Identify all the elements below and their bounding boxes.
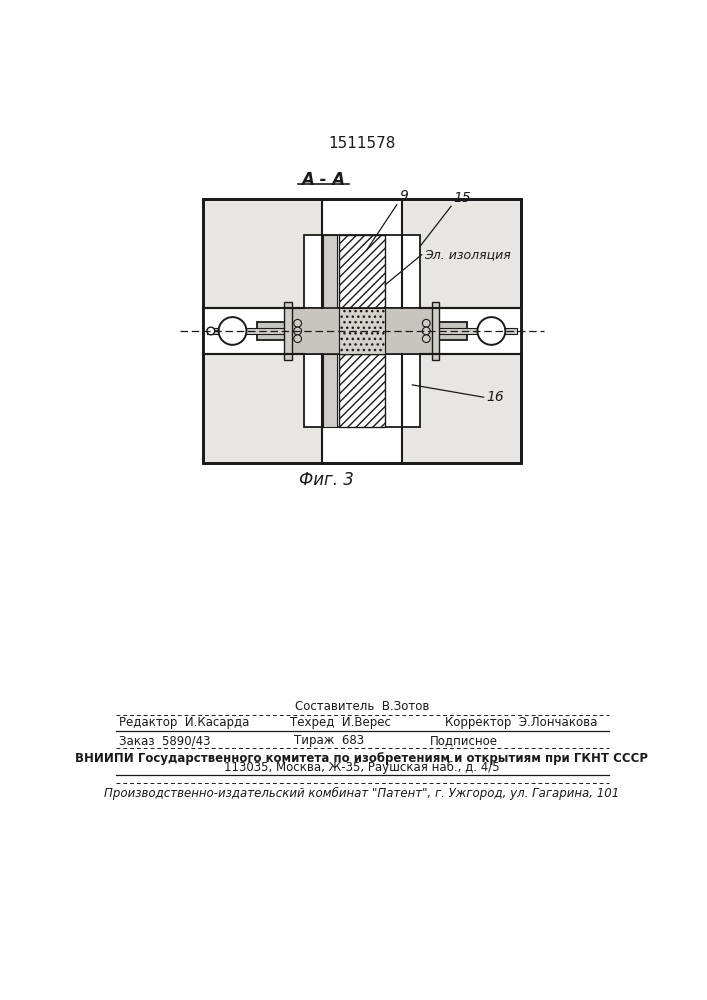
Text: Тираж  683: Тираж 683 xyxy=(293,734,364,747)
Bar xyxy=(322,199,402,285)
Text: Производственно-издательский комбинат "Патент", г. Ужгород, ул. Гагарина, 101: Производственно-издательский комбинат "П… xyxy=(105,786,619,800)
Bar xyxy=(203,199,521,463)
Bar xyxy=(203,308,304,354)
Text: Составитель  В.Зотов: Составитель В.Зотов xyxy=(295,700,429,713)
Text: Редактор  И.Касарда: Редактор И.Касарда xyxy=(119,716,250,729)
Bar xyxy=(304,235,420,308)
Circle shape xyxy=(218,317,247,345)
Bar xyxy=(323,354,337,427)
Bar xyxy=(304,354,420,427)
Bar xyxy=(420,328,517,334)
Bar xyxy=(339,235,385,308)
Text: 16: 16 xyxy=(486,390,503,404)
Bar xyxy=(339,354,385,427)
Bar xyxy=(288,308,436,354)
Circle shape xyxy=(207,327,215,335)
Bar xyxy=(420,308,521,354)
Text: 1511578: 1511578 xyxy=(328,136,396,151)
Text: Подписное: Подписное xyxy=(429,734,498,747)
Circle shape xyxy=(422,319,430,327)
Text: Корректор  Э.Лончакова: Корректор Э.Лончакова xyxy=(445,716,597,729)
Bar xyxy=(203,308,304,354)
Bar xyxy=(339,308,385,354)
Circle shape xyxy=(422,335,430,343)
Text: Эл. изоляция: Эл. изоляция xyxy=(424,248,510,261)
Circle shape xyxy=(293,319,301,327)
Circle shape xyxy=(293,327,301,335)
Bar xyxy=(284,302,292,360)
Bar xyxy=(322,377,402,463)
Circle shape xyxy=(293,335,301,343)
Text: Фиг. 3: Фиг. 3 xyxy=(299,471,354,489)
Bar xyxy=(203,199,521,463)
Circle shape xyxy=(422,327,430,335)
Bar xyxy=(432,302,440,360)
Bar xyxy=(323,235,337,308)
Bar xyxy=(339,308,385,354)
Text: Техред  И.Верес: Техред И.Верес xyxy=(290,716,391,729)
Bar xyxy=(207,328,304,334)
Text: 15: 15 xyxy=(453,191,471,205)
Text: А - А: А - А xyxy=(301,171,345,189)
Text: Заказ  5890/43: Заказ 5890/43 xyxy=(119,734,211,747)
Text: 9: 9 xyxy=(399,189,408,203)
Bar xyxy=(203,199,521,463)
Text: 113035, Москва, Ж-35, Раушская наб., д. 4/5: 113035, Москва, Ж-35, Раушская наб., д. … xyxy=(224,761,500,774)
Text: ВНИИПИ Государственного комитета по изобретениям и открытиям при ГКНТ СССР: ВНИИПИ Государственного комитета по изоб… xyxy=(76,752,648,765)
Bar xyxy=(420,308,521,354)
Circle shape xyxy=(477,317,506,345)
Bar xyxy=(257,322,467,340)
